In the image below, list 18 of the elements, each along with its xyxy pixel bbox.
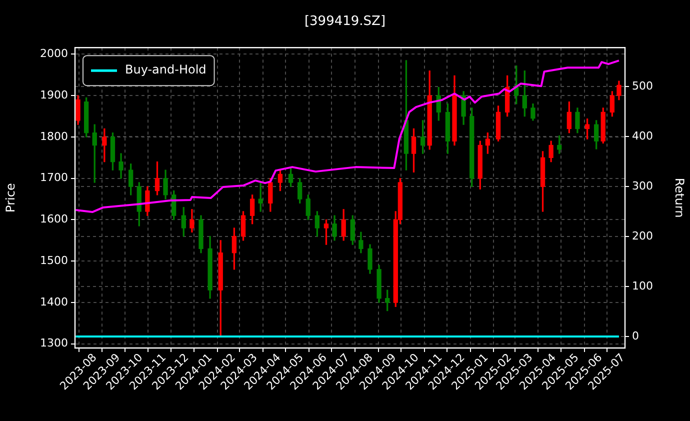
y-tick-label: 1900	[40, 88, 68, 102]
y2-tick-label: 300	[632, 179, 653, 192]
y-tick-label: 2000	[40, 47, 68, 60]
y-tick-label: 1300	[40, 336, 68, 350]
y-tick-label: 1700	[40, 171, 68, 184]
y2-tick-label: 400	[632, 129, 653, 142]
y-axis-title: Price	[3, 183, 18, 212]
y2-tick-label: 100	[632, 279, 653, 292]
legend-label: Buy-and-Hold	[125, 62, 206, 77]
y-tick-label: 1500	[40, 254, 68, 267]
y-tick-label: 1800	[40, 130, 68, 143]
y-tick-label: 1400	[40, 295, 68, 308]
y2-tick-label: 200	[632, 229, 653, 242]
y2-axis-title: Return	[672, 178, 687, 218]
chart-title: [399419.SZ]	[304, 14, 386, 30]
y2-tick-label: 0	[632, 329, 639, 342]
y2-tick-label: 500	[632, 79, 653, 92]
y-tick-label: 1600	[40, 212, 68, 226]
